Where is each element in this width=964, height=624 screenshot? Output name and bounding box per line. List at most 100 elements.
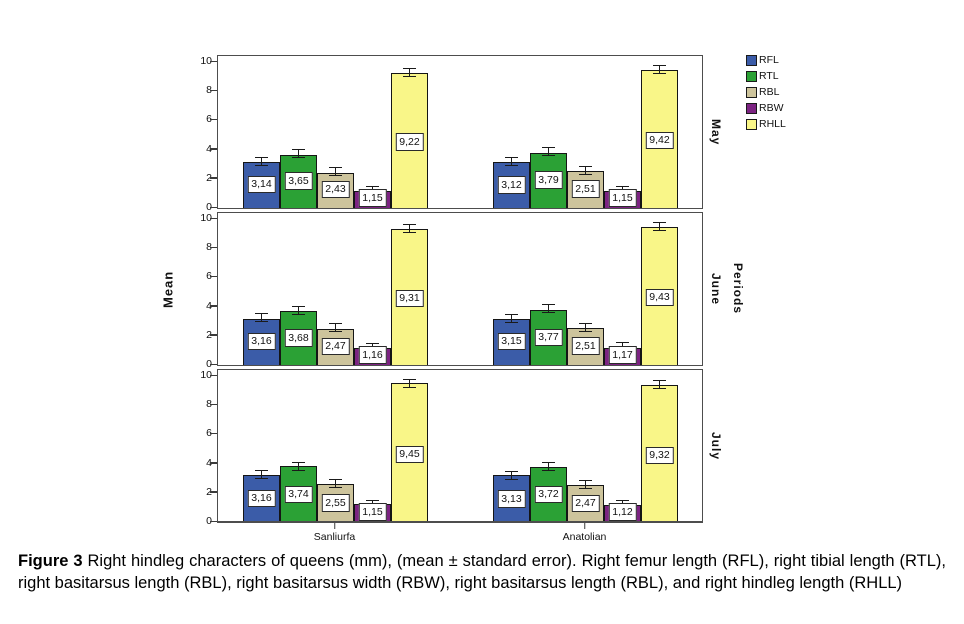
- error-bar: [505, 156, 518, 166]
- error-bar: [292, 461, 305, 471]
- y-tick-mark: [210, 148, 217, 150]
- y-tick-mark: [210, 305, 217, 307]
- y-axis-title: Mean: [160, 270, 176, 308]
- legend-swatch-RHLL: [746, 118, 757, 130]
- value-label: 2,51: [571, 337, 600, 355]
- error-bar: [329, 323, 342, 333]
- y-tick-label: 8: [186, 85, 212, 96]
- error-bar: [579, 165, 592, 175]
- legend-label-RFL: RFL: [759, 53, 779, 66]
- y-tick-mark: [210, 118, 217, 121]
- error-bar: [292, 149, 305, 159]
- y-tick-label: 10: [200, 212, 212, 224]
- panel-label-june: June: [709, 272, 723, 305]
- legend-label-RBL: RBL: [759, 85, 780, 98]
- error-bar: [579, 480, 592, 490]
- x-tick-mark: [333, 523, 336, 529]
- y-tick-mark: [210, 89, 217, 92]
- x-tick-label-anatolian: Anatolian: [562, 531, 607, 543]
- y-tick-label: 0: [186, 516, 212, 527]
- value-label: 3,77: [534, 328, 563, 347]
- value-label: 2,47: [571, 494, 600, 513]
- value-label: 3,68: [284, 329, 313, 347]
- y-tick-label: 4: [186, 458, 212, 469]
- value-label: 1,17: [608, 346, 637, 364]
- error-bar: [255, 470, 268, 480]
- legend-swatch-RBW: [746, 102, 757, 114]
- panel-may: 02468103,143,652,431,159,223,123,792,511…: [200, 55, 703, 212]
- legend-label-RTL: RTL: [759, 69, 779, 82]
- error-bar: [542, 304, 555, 314]
- error-bar: [255, 156, 268, 166]
- value-label: 2,55: [321, 494, 350, 512]
- value-label: 3,79: [534, 171, 563, 189]
- value-label: 1,16: [358, 346, 387, 364]
- x-tick-mark: [583, 523, 586, 529]
- y-tick-label: 0: [186, 202, 212, 213]
- error-bar: [292, 305, 305, 315]
- y-tick-label: 4: [186, 144, 212, 155]
- error-bar: [505, 470, 518, 480]
- y-tick-label: 6: [186, 114, 212, 125]
- y-tick-label: 10: [200, 55, 212, 67]
- legend-entry-RHLL: RHLL: [746, 116, 786, 132]
- value-label: 2,43: [321, 180, 350, 199]
- value-label: 9,42: [645, 131, 674, 150]
- legend-label-RHLL: RHLL: [759, 117, 786, 130]
- y-tick-label: 2: [186, 487, 212, 498]
- y-tick-mark: [210, 403, 217, 406]
- y-tick-mark: [210, 206, 217, 208]
- value-label: 1,15: [608, 189, 637, 207]
- y-tick-label: 2: [186, 173, 212, 184]
- error-bar: [255, 313, 268, 323]
- error-bar: [579, 322, 592, 332]
- y-tick-mark: [210, 520, 217, 522]
- legend-entry-RTL: RTL: [746, 68, 786, 84]
- value-label: 9,31: [395, 289, 424, 308]
- legend-entry-RBW: RBW: [746, 100, 786, 116]
- chart-panels: 02468103,143,652,431,159,223,123,792,511…: [200, 55, 703, 526]
- error-bar: [653, 380, 666, 390]
- x-tick-label-sanliurfa: Sanliurfa: [313, 531, 356, 543]
- legend-swatch-RBL: [746, 86, 757, 98]
- y-tick-label: 0: [186, 359, 212, 370]
- y-tick-mark: [210, 363, 217, 365]
- right-axis-title: Periods: [731, 263, 745, 315]
- y-tick-label: 10: [200, 369, 212, 381]
- error-bar: [329, 479, 342, 489]
- value-label: 1,15: [358, 189, 387, 207]
- error-bar: [542, 462, 555, 472]
- value-label: 2,47: [321, 337, 350, 356]
- y-tick-label: 4: [186, 301, 212, 312]
- legend-swatch-RFL: [746, 54, 757, 66]
- value-label: 3,15: [497, 332, 526, 351]
- value-label: 3,16: [247, 332, 276, 351]
- y-tick-mark: [210, 374, 217, 376]
- y-tick-mark: [210, 177, 217, 179]
- value-label: 3,16: [247, 489, 276, 508]
- error-bar: [505, 313, 518, 323]
- value-label: 3,12: [497, 176, 526, 194]
- error-bar: [403, 223, 416, 233]
- value-label: 9,22: [395, 133, 424, 151]
- y-tick-label: 8: [186, 242, 212, 253]
- y-tick-label: 8: [186, 399, 212, 410]
- chart-legend: RFL RTL RBL RBW RHLL: [746, 52, 786, 132]
- legend-entry-RBL: RBL: [746, 84, 786, 100]
- value-label: 3,74: [284, 485, 313, 504]
- error-bar: [329, 167, 342, 177]
- figure-caption: Figure 3 Right hindleg characters of que…: [18, 551, 946, 595]
- x-axis: Sanliurfa Anatolian: [217, 523, 703, 549]
- error-bar: [403, 67, 416, 77]
- value-label: 3,14: [247, 175, 276, 194]
- y-tick-mark: [210, 432, 217, 435]
- y-tick-mark: [210, 217, 217, 219]
- figure-caption-label: Figure 3: [18, 552, 88, 570]
- y-tick-mark: [210, 60, 217, 62]
- value-label: 3,65: [284, 172, 313, 190]
- error-bar: [653, 64, 666, 74]
- legend-label-RBW: RBW: [759, 101, 784, 114]
- y-tick-mark: [210, 334, 217, 336]
